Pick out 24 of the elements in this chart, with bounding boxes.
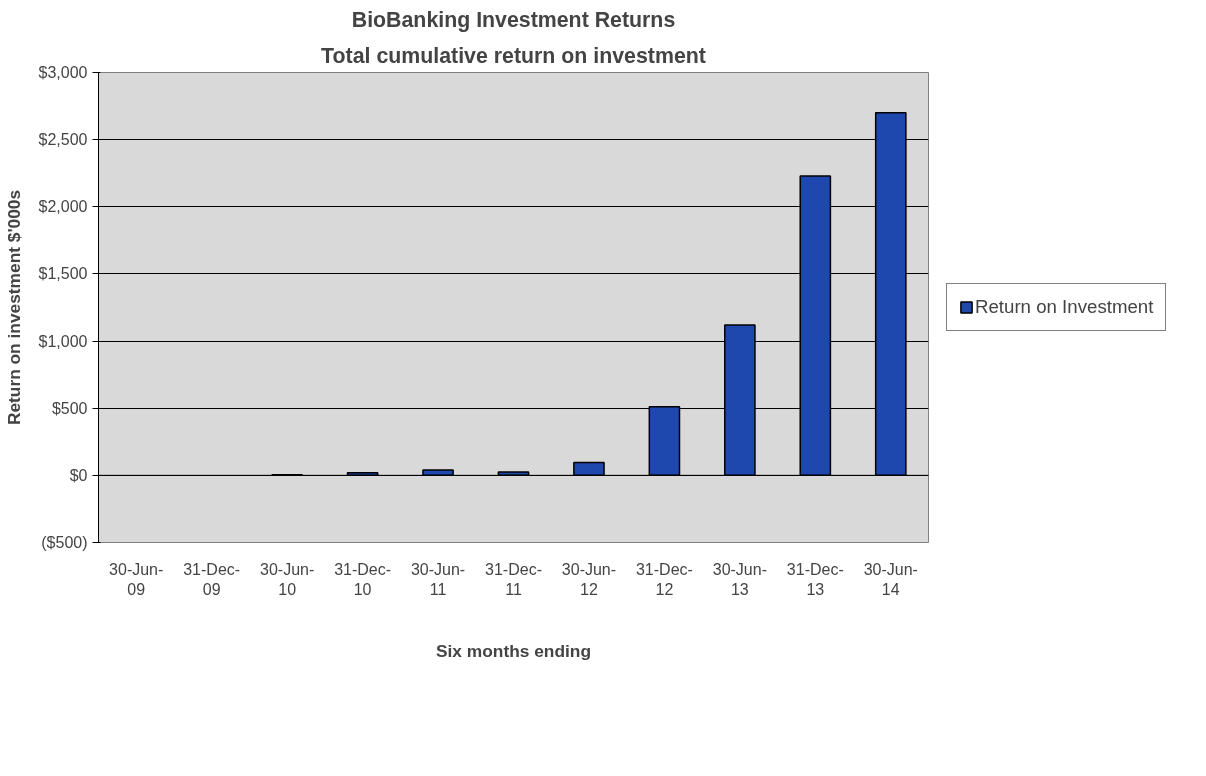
y-tick-label: $1,500 <box>38 265 88 283</box>
y-axis-title: Return on investment $'000s <box>3 189 24 426</box>
y-tick-label: $2,500 <box>38 131 88 149</box>
y-tick-label: $2,000 <box>38 198 88 216</box>
x-tick-label: 31-Dec-09 <box>183 560 241 598</box>
y-tick-label: $3,000 <box>38 64 88 81</box>
chart-title: BioBanking Investment Returns <box>351 7 676 32</box>
x-tick-label: 30-Jun-11 <box>410 560 466 598</box>
x-tick-label: 30-Jun-09 <box>109 560 164 598</box>
x-tick-label: 30-Jun-12 <box>561 560 617 598</box>
x-tick-label: 30-Jun-13 <box>712 560 767 598</box>
y-tick-label: $500 <box>51 399 88 417</box>
x-tick-label: 30-Jun-10 <box>260 560 315 598</box>
y-tick-label: ($500) <box>41 534 88 551</box>
x-tick-label: 31-Dec-12 <box>635 560 693 598</box>
legend-label: Return on Investment <box>975 296 1154 318</box>
y-tick-label: $1,000 <box>38 332 88 350</box>
x-tick-label: 31-Dec-10 <box>334 560 392 598</box>
x-axis-title: Six months ending <box>436 640 591 661</box>
y-tick-label: $0 <box>69 466 88 484</box>
x-tick-label: 31-Dec-11 <box>485 560 542 598</box>
x-tick-label: 31-Dec-13 <box>786 560 844 598</box>
x-tick-label: 30-Jun-14 <box>863 560 918 598</box>
chart-subtitle: Total cumulative return on investment <box>321 43 706 68</box>
